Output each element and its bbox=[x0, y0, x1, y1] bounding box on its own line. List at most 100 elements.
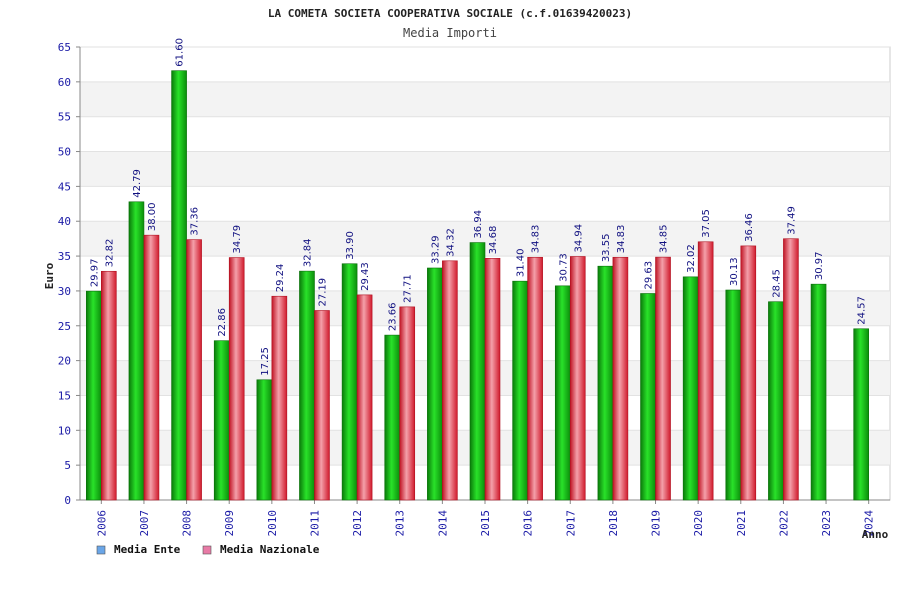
data-label: 36.94 bbox=[473, 210, 484, 239]
bar-media-ente bbox=[384, 334, 401, 501]
data-label: 27.19 bbox=[317, 278, 328, 307]
x-tick-label: 2021 bbox=[735, 510, 748, 537]
data-label: 29.43 bbox=[360, 262, 371, 291]
bar-media-nazionale bbox=[271, 295, 288, 501]
y-tick-label: 55 bbox=[58, 111, 71, 124]
y-tick-label: 25 bbox=[58, 320, 71, 333]
data-label: 33.55 bbox=[601, 234, 612, 263]
y-tick-label: 60 bbox=[58, 76, 71, 89]
data-label: 38.00 bbox=[147, 203, 158, 232]
x-tick-label: 2009 bbox=[223, 510, 236, 537]
x-tick-label: 2015 bbox=[479, 510, 492, 537]
bar-media-nazionale bbox=[569, 256, 586, 501]
bar-media-ente bbox=[86, 290, 102, 501]
bar-media-ente bbox=[299, 270, 315, 501]
bar-media-nazionale bbox=[101, 270, 117, 501]
x-tick-label: 2023 bbox=[820, 510, 833, 537]
data-label: 24.57 bbox=[857, 296, 868, 325]
data-label: 31.40 bbox=[516, 249, 527, 278]
data-label: 61.60 bbox=[175, 38, 186, 67]
y-tick-label: 35 bbox=[58, 250, 71, 263]
y-tick-label: 5 bbox=[64, 459, 71, 472]
legend-label-media-ente: Media Ente bbox=[114, 543, 181, 556]
data-label: 34.83 bbox=[616, 225, 627, 254]
data-label: 29.24 bbox=[275, 264, 286, 293]
bar-media-nazionale bbox=[143, 234, 160, 501]
legend-swatch-media-nazionale bbox=[202, 545, 212, 555]
bar-media-ente bbox=[469, 242, 486, 501]
bar-media-nazionale bbox=[228, 257, 245, 501]
x-tick-label: 2010 bbox=[266, 510, 279, 537]
data-label: 34.32 bbox=[445, 228, 456, 257]
x-tick-label: 2008 bbox=[181, 510, 194, 537]
bar-media-ente bbox=[554, 285, 571, 501]
grid-band bbox=[80, 81, 890, 117]
bar-media-ente bbox=[597, 265, 614, 501]
y-tick-label: 65 bbox=[58, 41, 71, 54]
x-tick-label: 2012 bbox=[351, 510, 364, 537]
data-label: 28.45 bbox=[771, 269, 782, 298]
data-label: 34.83 bbox=[531, 225, 542, 254]
bar-media-nazionale bbox=[697, 241, 714, 501]
bar-media-nazionale bbox=[612, 256, 629, 501]
bar-media-ente bbox=[213, 340, 230, 501]
data-label: 30.73 bbox=[558, 253, 569, 282]
data-label: 34.79 bbox=[232, 225, 243, 254]
y-tick-label: 10 bbox=[58, 424, 71, 437]
data-label: 30.97 bbox=[814, 252, 825, 281]
data-label: 32.84 bbox=[302, 238, 313, 267]
data-label: 34.68 bbox=[488, 226, 499, 255]
bar-media-nazionale bbox=[356, 294, 373, 501]
data-label: 34.94 bbox=[573, 224, 584, 253]
bar-media-ente bbox=[810, 283, 827, 501]
bar-media-nazionale bbox=[740, 245, 757, 501]
chart-subtitle: Media Importi bbox=[403, 26, 497, 40]
bar-media-ente bbox=[640, 293, 656, 501]
data-label: 29.97 bbox=[89, 258, 100, 287]
bar-media-nazionale bbox=[186, 239, 202, 501]
x-tick-label: 2016 bbox=[522, 510, 535, 537]
bar-media-nazionale bbox=[527, 256, 543, 501]
data-label: 22.86 bbox=[217, 308, 228, 337]
x-axis-label: Anno bbox=[862, 528, 889, 541]
bar-media-ente bbox=[853, 328, 869, 501]
bar-media-ente bbox=[128, 201, 145, 501]
data-label: 23.66 bbox=[388, 302, 399, 331]
data-label: 36.46 bbox=[744, 213, 755, 242]
data-label: 27.71 bbox=[403, 274, 414, 303]
bar-media-nazionale bbox=[655, 256, 671, 501]
x-tick-label: 2007 bbox=[138, 510, 151, 537]
data-label: 30.13 bbox=[729, 257, 740, 286]
data-label: 37.49 bbox=[786, 206, 797, 235]
x-tick-label: 2017 bbox=[564, 510, 577, 537]
data-label: 32.82 bbox=[104, 239, 115, 268]
legend-label-media-nazionale: Media Nazionale bbox=[220, 543, 320, 556]
data-label: 29.63 bbox=[644, 261, 655, 290]
bar-media-ente bbox=[768, 301, 784, 501]
y-axis-label: Euro bbox=[43, 262, 56, 289]
chart-title: LA COMETA SOCIETA COOPERATIVA SOCIALE (c… bbox=[268, 7, 632, 20]
bar-media-nazionale bbox=[442, 260, 458, 501]
x-tick-label: 2006 bbox=[95, 510, 108, 537]
y-tick-label: 40 bbox=[58, 215, 71, 228]
x-tick-label: 2018 bbox=[607, 510, 620, 537]
x-tick-label: 2013 bbox=[394, 510, 407, 537]
y-tick-label: 15 bbox=[58, 389, 71, 402]
x-tick-label: 2014 bbox=[436, 510, 449, 537]
bar-media-nazionale bbox=[783, 238, 799, 501]
bar-media-ente bbox=[682, 276, 699, 501]
legend-swatch-media-ente bbox=[96, 545, 106, 555]
data-label: 17.25 bbox=[260, 347, 271, 376]
y-tick-label: 20 bbox=[58, 355, 71, 368]
x-tick-label: 2022 bbox=[777, 510, 790, 537]
x-tick-label: 2019 bbox=[650, 510, 663, 537]
data-label: 33.90 bbox=[345, 231, 356, 260]
x-tick-label: 2024 bbox=[863, 510, 876, 537]
bar-media-ente bbox=[256, 379, 273, 501]
y-tick-label: 30 bbox=[58, 285, 71, 298]
grid-band bbox=[80, 151, 890, 187]
data-label: 37.36 bbox=[190, 207, 201, 236]
data-label: 37.05 bbox=[701, 209, 712, 238]
